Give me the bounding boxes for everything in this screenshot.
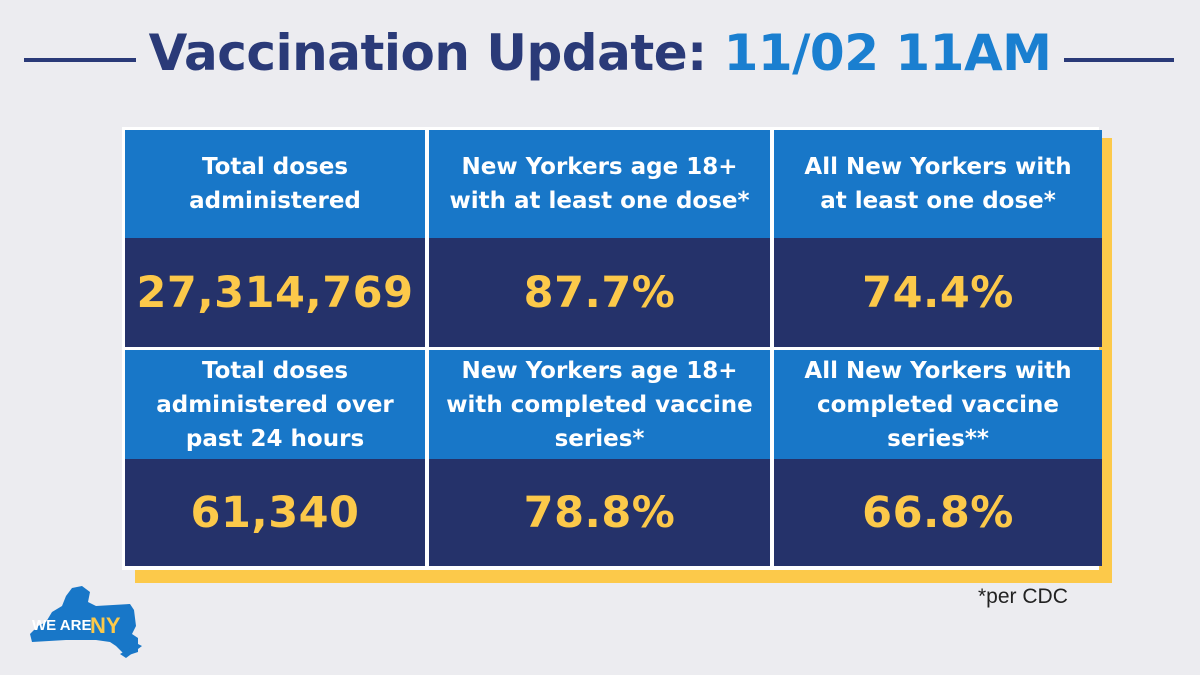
page-title: Vaccination Update: 11/02 11AM — [148, 18, 1052, 88]
stat-value: 27,314,769 — [125, 238, 425, 347]
stat-cell-adults-one-dose: New Yorkers age 18+ with at least one do… — [429, 130, 770, 347]
footnote: *per CDC — [978, 585, 1068, 608]
stat-value: 87.7% — [429, 238, 770, 347]
stat-value: 78.8% — [429, 459, 770, 566]
stat-label: All New Yorkers with at least one dose* — [774, 130, 1102, 238]
stat-cell-all-one-dose: All New Yorkers with at least one dose* … — [774, 130, 1102, 347]
stat-cell-doses-24h: Total doses administered over past 24 ho… — [125, 350, 425, 566]
stats-table: Total doses administered 27,314,769 New … — [122, 127, 1102, 570]
stat-label: Total doses administered — [125, 130, 425, 238]
logo-ny-text: NY — [90, 613, 121, 638]
new-york-state-map-icon: WE ARE NY — [30, 586, 142, 658]
title-rule-right — [1064, 58, 1174, 62]
stat-cell-total-doses: Total doses administered 27,314,769 — [125, 130, 425, 347]
stat-cell-all-completed: All New Yorkers with completed vaccine s… — [774, 350, 1102, 566]
title-rule-left — [24, 58, 136, 62]
stat-label: New Yorkers age 18+ with completed vacci… — [429, 350, 770, 459]
title-text: Vaccination Update: — [148, 24, 708, 82]
stat-label: All New Yorkers with completed vaccine s… — [774, 350, 1102, 459]
title-date: 11/02 11AM — [723, 24, 1052, 82]
stat-label: New Yorkers age 18+ with at least one do… — [429, 130, 770, 238]
stat-value: 61,340 — [125, 459, 425, 566]
logo-we-are-text: WE ARE — [32, 617, 91, 634]
stat-value: 74.4% — [774, 238, 1102, 347]
stat-cell-adults-completed: New Yorkers age 18+ with completed vacci… — [429, 350, 770, 566]
stat-label: Total doses administered over past 24 ho… — [125, 350, 425, 459]
we-are-ny-logo: WE ARE NY — [26, 582, 146, 662]
stat-value: 66.8% — [774, 459, 1102, 566]
header: Vaccination Update: 11/02 11AM — [0, 18, 1200, 88]
